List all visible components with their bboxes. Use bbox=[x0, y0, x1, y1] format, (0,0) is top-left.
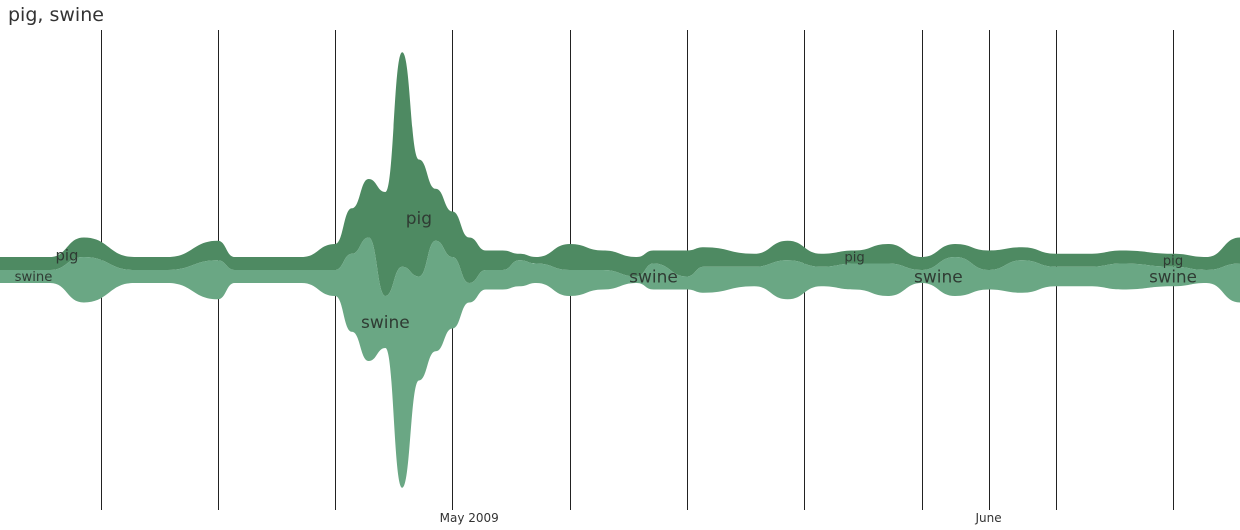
stream-label-pig: pig bbox=[844, 251, 864, 266]
stream-label-swine: swine bbox=[1149, 266, 1197, 286]
x-tick-label: May 2009 bbox=[440, 511, 499, 525]
stream-label-swine: swine bbox=[361, 313, 410, 333]
stream-label-pig: pig bbox=[1163, 254, 1183, 269]
streams bbox=[0, 52, 1240, 488]
stream-label-pig: pig bbox=[406, 209, 432, 229]
stream-swine bbox=[0, 237, 1240, 488]
stream-label-swine: swine bbox=[914, 267, 963, 287]
stream-pig bbox=[0, 52, 1240, 296]
stream-label-swine: swine bbox=[15, 270, 53, 285]
stream-label-pig: pig bbox=[55, 247, 78, 265]
x-tick-label: June bbox=[975, 511, 1002, 525]
chart-title: pig, swine bbox=[8, 4, 104, 26]
x-axis-tick-labels: May 2009 June bbox=[440, 511, 1002, 525]
stream-label-swine: swine bbox=[629, 267, 678, 287]
